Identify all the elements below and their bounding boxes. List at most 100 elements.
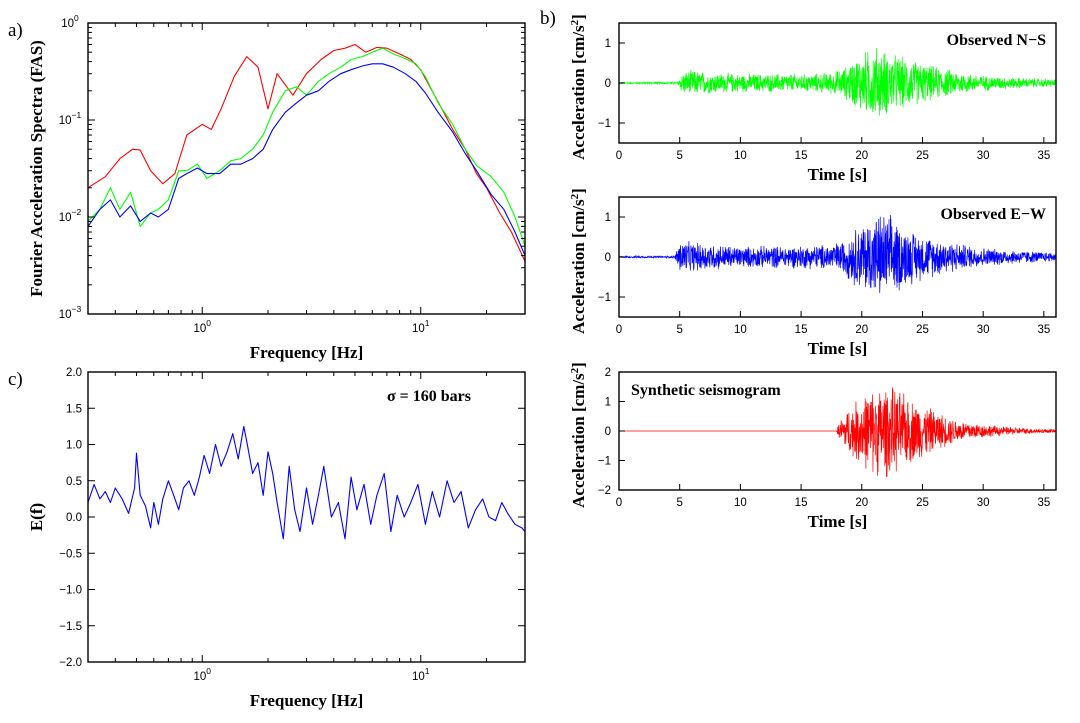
x-tick-label: 25 — [916, 497, 929, 509]
x-tick-label: 30 — [977, 324, 990, 336]
panel-4 — [618, 371, 1057, 491]
y-tick-label-exp: 0 — [74, 13, 79, 23]
y-axis-title-sup: 2 — [569, 19, 581, 25]
x-tick-label: 0 — [616, 150, 622, 162]
y-tick-label-exp: −1 — [72, 110, 82, 120]
panel-label: b) — [540, 8, 556, 29]
x-tick-label: 15 — [795, 324, 808, 336]
y-tick-label: −2 — [598, 485, 611, 497]
y-axis-title: Fourier Acceleration Spectra (FAS) — [27, 40, 46, 297]
x-tick-label: 15 — [795, 150, 808, 162]
x-tick-label: 15 — [795, 497, 808, 509]
series-line-2 — [87, 63, 526, 256]
y-tick-label: 1 — [605, 212, 611, 224]
x-tick-label: 20 — [855, 497, 868, 509]
series-line-1 — [87, 47, 526, 247]
y-axis-title-main: Acceleration [cm/s — [569, 373, 588, 508]
x-tick-label: 35 — [1037, 150, 1050, 162]
y-tick-label: −1 — [598, 456, 611, 468]
y-axis-title-end: ] — [569, 362, 588, 368]
y-axis-title-main: Acceleration [cm/s — [569, 199, 588, 334]
y-tick-label: 1.5 — [66, 403, 82, 415]
waveform-line — [619, 387, 1057, 478]
x-tick-label-exp: 1 — [425, 666, 430, 676]
y-tick-label: 10−2 — [59, 207, 82, 224]
y-axis-title-end: ] — [569, 14, 588, 20]
panel-3 — [618, 196, 1057, 318]
y-axis-title: Acceleration [cm/s2] — [569, 188, 588, 334]
y-tick-label: 1 — [605, 38, 611, 50]
x-tick-label: 100 — [193, 666, 211, 683]
y-tick-label: −1.5 — [59, 621, 82, 633]
x-tick-label: 5 — [676, 497, 682, 509]
panel-annotation: Observed E−W — [940, 206, 1046, 223]
x-tick-label: 35 — [1037, 497, 1050, 509]
x-tick-label-base: 10 — [193, 323, 206, 335]
waveform-line — [618, 214, 1057, 294]
waveform-line — [618, 48, 1056, 116]
y-tick-label: 0 — [605, 252, 611, 264]
y-tick-label: −0.5 — [59, 548, 82, 560]
y-axis-title: E(f) — [27, 503, 46, 531]
x-tick-label-exp: 0 — [206, 318, 211, 328]
plot-frame — [87, 22, 526, 315]
x-axis-title: Frequency [Hz] — [250, 343, 363, 362]
y-tick-label-exp: −2 — [72, 207, 82, 217]
y-tick-label: 0.0 — [66, 512, 82, 524]
y-tick-label: 1 — [605, 397, 611, 409]
x-tick-label: 30 — [977, 150, 990, 162]
plot-frame — [87, 371, 526, 663]
y-tick-label: 10−3 — [59, 304, 82, 321]
x-tick-label: 20 — [855, 324, 868, 336]
y-tick-label: 0.5 — [66, 476, 82, 488]
x-tick-label-base: 10 — [412, 323, 425, 335]
x-axis-title: Time [s] — [808, 339, 868, 358]
y-tick-label: 0 — [605, 78, 611, 90]
y-tick-label: 2.0 — [66, 367, 82, 379]
y-tick-label: 100 — [61, 13, 79, 30]
x-tick-label-base: 10 — [193, 671, 206, 683]
x-tick-label: 35 — [1037, 324, 1050, 336]
y-tick-label: −1 — [598, 118, 611, 130]
y-tick-label: 2 — [605, 367, 611, 379]
x-tick-label: 0 — [616, 324, 622, 336]
x-tick-label-exp: 0 — [206, 666, 211, 676]
x-tick-label: 25 — [916, 150, 929, 162]
x-tick-label: 101 — [412, 318, 430, 335]
x-tick-label: 30 — [977, 497, 990, 509]
x-tick-label-base: 10 — [412, 671, 425, 683]
y-axis-title: Acceleration [cm/s2] — [569, 362, 588, 508]
x-tick-label: 10 — [734, 497, 747, 509]
x-tick-label: 5 — [676, 150, 682, 162]
y-tick-label: 0 — [605, 426, 611, 438]
y-axis-title-main: Acceleration [cm/s — [569, 25, 588, 160]
y-tick-label-base: 10 — [59, 309, 72, 321]
sigma-annotation: σ = 160 bars — [387, 388, 471, 405]
x-tick-label-exp: 1 — [425, 318, 430, 328]
x-axis-title: Frequency [Hz] — [250, 691, 363, 710]
x-tick-label: 100 — [193, 318, 211, 335]
series-line-0 — [87, 43, 526, 262]
x-tick-label: 10 — [734, 150, 747, 162]
panel-label: c) — [8, 369, 23, 390]
y-axis-title-sup: 2 — [569, 193, 581, 199]
x-tick-label: 0 — [616, 497, 622, 509]
y-tick-label-base: 10 — [59, 212, 72, 224]
y-axis-title: Acceleration [cm/s2] — [569, 14, 588, 160]
x-tick-label: 10 — [734, 324, 747, 336]
x-tick-label: 5 — [676, 324, 682, 336]
y-tick-label: −2.0 — [59, 657, 82, 669]
panel-label: a) — [8, 20, 23, 41]
x-tick-label: 101 — [412, 666, 430, 683]
series-line-0 — [87, 425, 526, 540]
x-tick-label: 20 — [855, 150, 868, 162]
panel-annotation: Synthetic seismogram — [631, 382, 781, 399]
x-axis-title: Time [s] — [808, 165, 868, 184]
y-axis-title-sup: 2 — [569, 367, 581, 373]
panel-2 — [618, 22, 1057, 144]
x-tick-label: 25 — [916, 324, 929, 336]
y-tick-label: 10−1 — [59, 110, 82, 127]
y-tick-label-base: 10 — [59, 115, 72, 127]
panel-0 — [87, 22, 526, 315]
